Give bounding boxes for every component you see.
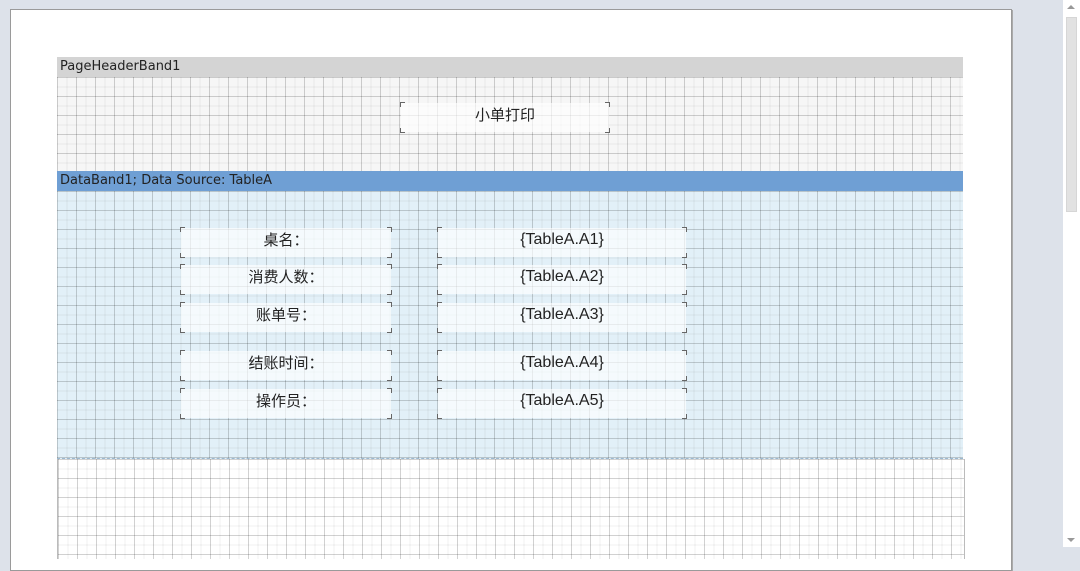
scroll-down-arrow-icon[interactable]	[1067, 538, 1075, 542]
label-text: 桌名：	[263, 231, 309, 249]
label-textbox-table-name[interactable]: 桌名：	[180, 227, 392, 258]
label-text: 结账时间：	[248, 354, 324, 372]
label-text: 账单号：	[255, 306, 316, 324]
scroll-up-arrow-icon[interactable]	[1067, 5, 1075, 9]
value-text: {TableA.A2}	[520, 268, 604, 285]
value-textbox-a3[interactable]: {TableA.A3}	[437, 302, 687, 333]
label-textbox-operator[interactable]: 操作员：	[180, 388, 392, 419]
data-band-title[interactable]: DataBand1; Data Source: TableA	[57, 171, 963, 191]
label-text: 消费人数：	[248, 268, 324, 286]
value-text: {TableA.A1}	[520, 231, 604, 248]
value-textbox-a5[interactable]: {TableA.A5}	[437, 388, 687, 419]
report-title-textbox[interactable]: 小单打印	[400, 102, 610, 133]
value-textbox-a2[interactable]: {TableA.A2}	[437, 264, 687, 295]
label-textbox-guest-count[interactable]: 消费人数：	[180, 264, 392, 295]
page-header-band-title[interactable]: PageHeaderBand1	[57, 57, 963, 77]
empty-page-area[interactable]	[57, 459, 965, 559]
report-title-text: 小单打印	[474, 106, 535, 124]
label-textbox-bill-number[interactable]: 账单号：	[180, 302, 392, 333]
label-textbox-checkout-time[interactable]: 结账时间：	[180, 350, 392, 381]
value-textbox-a4[interactable]: {TableA.A4}	[437, 350, 687, 381]
scrollbar-thumb[interactable]	[1066, 17, 1077, 212]
value-text: {TableA.A5}	[520, 392, 604, 409]
label-text: 操作员：	[255, 392, 316, 410]
vertical-scrollbar[interactable]	[1063, 0, 1080, 547]
value-textbox-a1[interactable]: {TableA.A1}	[437, 227, 687, 258]
value-text: {TableA.A3}	[520, 306, 604, 323]
value-text: {TableA.A4}	[520, 354, 604, 371]
